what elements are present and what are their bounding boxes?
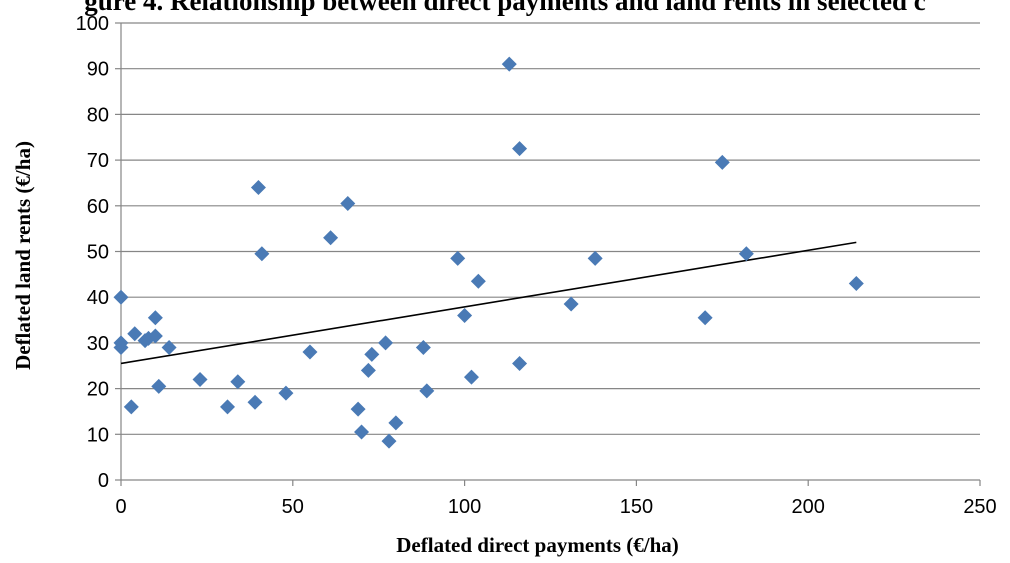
data-point: [563, 296, 579, 312]
data-point: [381, 433, 397, 449]
trend-line: [120, 241, 857, 365]
data-point: [738, 246, 754, 262]
x-tick-label: 0: [115, 496, 126, 518]
data-point: [419, 383, 435, 399]
data-point: [278, 385, 294, 401]
data-point: [161, 339, 177, 355]
y-tick-label: 70: [87, 150, 109, 172]
y-tick-label: 80: [87, 104, 109, 126]
y-tick-label: 10: [87, 424, 109, 446]
data-point: [113, 339, 129, 355]
data-points: [113, 56, 864, 449]
data-point: [113, 289, 129, 305]
data-point: [470, 273, 486, 289]
data-point: [254, 246, 270, 262]
data-point: [350, 401, 366, 417]
x-tick-label: 200: [792, 496, 825, 518]
data-point: [127, 326, 143, 342]
x-tick-label: 100: [448, 496, 481, 518]
y-tick-label: 30: [87, 333, 109, 355]
x-tick-label: 50: [282, 496, 304, 518]
data-point: [378, 335, 394, 351]
x-tick-label: 250: [963, 496, 996, 518]
data-point: [192, 371, 208, 387]
data-point: [230, 374, 246, 390]
axes: [120, 23, 981, 486]
data-point: [147, 310, 163, 326]
data-point: [151, 378, 167, 394]
y-tick-label: 0: [98, 470, 109, 492]
data-point: [697, 310, 713, 326]
data-point: [501, 56, 517, 72]
data-point: [323, 230, 339, 246]
x-tick-labels: 0 50 100 150 200 250: [115, 496, 996, 518]
y-tick-label: 60: [87, 196, 109, 218]
data-point: [463, 369, 479, 385]
data-point: [123, 399, 139, 415]
data-point: [354, 424, 370, 440]
gridlines: [115, 22, 980, 481]
data-point: [360, 362, 376, 378]
y-tick-label: 90: [87, 59, 109, 81]
y-tick-label: 50: [87, 242, 109, 264]
y-tick-label: 20: [87, 379, 109, 401]
y-tick-label: 100: [76, 13, 109, 35]
data-point: [450, 250, 466, 266]
data-point: [250, 180, 266, 196]
x-tick-label: 150: [620, 496, 653, 518]
data-point: [587, 250, 603, 266]
data-point: [457, 307, 473, 323]
data-point: [147, 328, 163, 344]
data-point: [512, 355, 528, 371]
data-point: [364, 346, 380, 362]
data-point: [340, 196, 356, 212]
data-point: [220, 399, 236, 415]
x-axis-label: Deflated direct payments (€/ha): [396, 533, 679, 557]
data-point: [512, 141, 528, 157]
y-tick-label: 40: [87, 287, 109, 309]
y-tick-labels: 0 10 20 30 40 50 60 70 80 90 100: [76, 13, 109, 492]
chart-title: gure 4. Relationship between direct paym…: [84, 0, 926, 16]
data-point: [415, 339, 431, 355]
y-axis-label: Deflated land rents (€/ha): [11, 141, 35, 370]
data-point: [388, 415, 404, 431]
data-point: [848, 275, 864, 291]
data-point: [302, 344, 318, 360]
data-point: [247, 394, 263, 410]
data-point: [714, 154, 730, 170]
